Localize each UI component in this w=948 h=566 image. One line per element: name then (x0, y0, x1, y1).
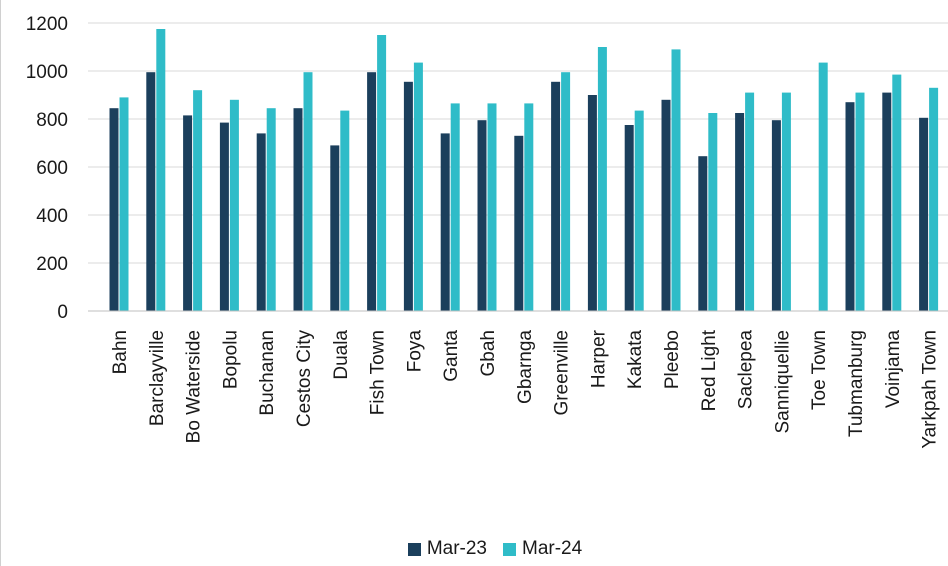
x-tick-label-ganta: Ganta (441, 330, 462, 382)
bar-mar-24-bahn (119, 97, 129, 312)
y-tick-label-400: 400 (36, 206, 68, 227)
bar-mar-23-bo-waterside (183, 115, 193, 312)
bar-mar-24-cestos-city (303, 72, 313, 311)
bar-mar-23-saclepea (735, 113, 745, 311)
bar-mar-23-buchanan (256, 133, 266, 311)
x-tick-label-harper: Harper (588, 329, 609, 388)
x-tick-label-duala: Duala (331, 330, 352, 380)
legend-swatch-mar-24 (503, 542, 516, 556)
bar-mar-23-sanniquellie (771, 120, 781, 311)
bar-mar-23-foya (403, 81, 413, 311)
x-tick-label-yarkpah-town: Yarkpah Town (920, 330, 941, 449)
x-tick-label-cestos-city: Cestos City (294, 330, 315, 428)
bar-mar-23-harper (587, 95, 597, 311)
bar-mar-24-ganta (450, 103, 460, 312)
x-tick-label-bahn: Bahn (110, 330, 131, 374)
bar-mar-23-bopolu (219, 122, 229, 311)
bar-mar-24-barclayville (156, 29, 166, 311)
x-axis-tick-labels: Bahn Barclayville Bo Waterside Bopolu Buchan… (110, 329, 941, 449)
bar-mar-23-tubmanburg (845, 102, 855, 311)
x-tick-label-toe-town: Toe Town (809, 330, 830, 410)
legend-item-mar-23: Mar-23 (407, 538, 487, 560)
bar-mar-23-kakata (624, 125, 634, 311)
x-tick-label-gbarnga: Gbarnga (515, 330, 536, 404)
bar-mar-24-foya (413, 62, 423, 311)
bar-mar-24-fish-town (377, 35, 387, 311)
x-tick-label-saclepea: Saclepea (736, 330, 757, 410)
legend-item-mar-24: Mar-24 (503, 538, 582, 560)
x-tick-label-fish-town: Fish Town (368, 330, 389, 415)
bar-mar-23-gbah (477, 120, 487, 311)
bar-mar-24-tubmanburg (855, 92, 865, 311)
x-tick-label-sanniquellie: Sanniquellie (772, 330, 793, 434)
x-tick-label-kakata: Kakata (625, 330, 646, 390)
bar-mar-24-duala (340, 110, 350, 311)
bar-mar-23-pleebo (661, 99, 671, 311)
x-tick-label-voinjama: Voinjama (883, 330, 904, 409)
bar-mar-24-bo-waterside (193, 90, 203, 311)
bar-mar-23-ganta (440, 133, 450, 311)
x-tick-label-red-light: Red Light (699, 329, 720, 411)
bar-mar-24-greenville (561, 72, 571, 311)
bar-mar-23-red-light (698, 156, 708, 311)
bar-mar-24-yarkpah-town (929, 87, 939, 311)
bar-mar-24-voinjama (892, 74, 902, 311)
y-tick-label-200: 200 (36, 254, 68, 275)
bar-mar-24-buchanan (266, 108, 276, 311)
bar-mar-24-red-light (708, 113, 718, 311)
bar-mar-24-kakata (634, 110, 644, 311)
legend-label-mar-24: Mar-24 (522, 538, 583, 559)
bar-mar-24-bopolu (229, 99, 239, 311)
bar-mar-24-harper (597, 47, 607, 311)
bar-mar-23-bahn (109, 108, 119, 311)
x-tick-label-bo-waterside: Bo Waterside (184, 330, 205, 443)
bar-mar-24-pleebo (671, 49, 681, 312)
x-tick-label-barclayville: Barclayville (147, 330, 168, 426)
bar-mar-23-duala (330, 145, 340, 311)
bars (109, 29, 939, 312)
x-tick-label-greenville: Greenville (552, 330, 573, 416)
y-tick-label-1000: 1000 (26, 62, 68, 83)
bar-mar-24-sanniquellie (781, 92, 791, 311)
x-tick-label-foya: Foya (404, 330, 425, 373)
bar-mar-23-greenville (551, 81, 561, 311)
bar-mar-23-gbarnga (514, 135, 524, 311)
frame-left-border (0, 0, 1, 566)
bar-mar-24-saclepea (745, 92, 755, 311)
y-tick-label-800: 800 (36, 110, 68, 131)
y-tick-label-600: 600 (36, 158, 68, 179)
legend-label-mar-23: Mar-23 (426, 538, 487, 559)
x-tick-label-pleebo: Pleebo (662, 330, 683, 389)
legend: Mar-23 Mar-24 (0, 538, 948, 560)
x-tick-label-bopolu: Bopolu (220, 330, 241, 389)
bar-mar-23-yarkpah-town (919, 117, 929, 311)
legend-swatch-mar-23 (407, 542, 421, 556)
y-tick-label-0: 0 (57, 302, 68, 323)
bar-mar-23-fish-town (367, 72, 377, 311)
bar-mar-23-barclayville (146, 72, 156, 311)
bar-mar-23-voinjama (882, 92, 892, 311)
bar-mar-24-toe-town (818, 62, 828, 311)
x-tick-label-gbah: Gbah (478, 330, 499, 376)
x-tick-label-buchanan: Buchanan (257, 330, 278, 416)
bar-mar-24-gbarnga (524, 103, 534, 312)
y-axis-tick-labels: 0 200 400 600 800 1000 1200 (26, 14, 68, 323)
x-tick-label-tubmanburg: Tubmanburg (846, 330, 867, 437)
y-tick-label-1200: 1200 (26, 14, 68, 35)
bar-mar-23-cestos-city (293, 108, 303, 311)
bar-mar-24-gbah (487, 103, 497, 312)
